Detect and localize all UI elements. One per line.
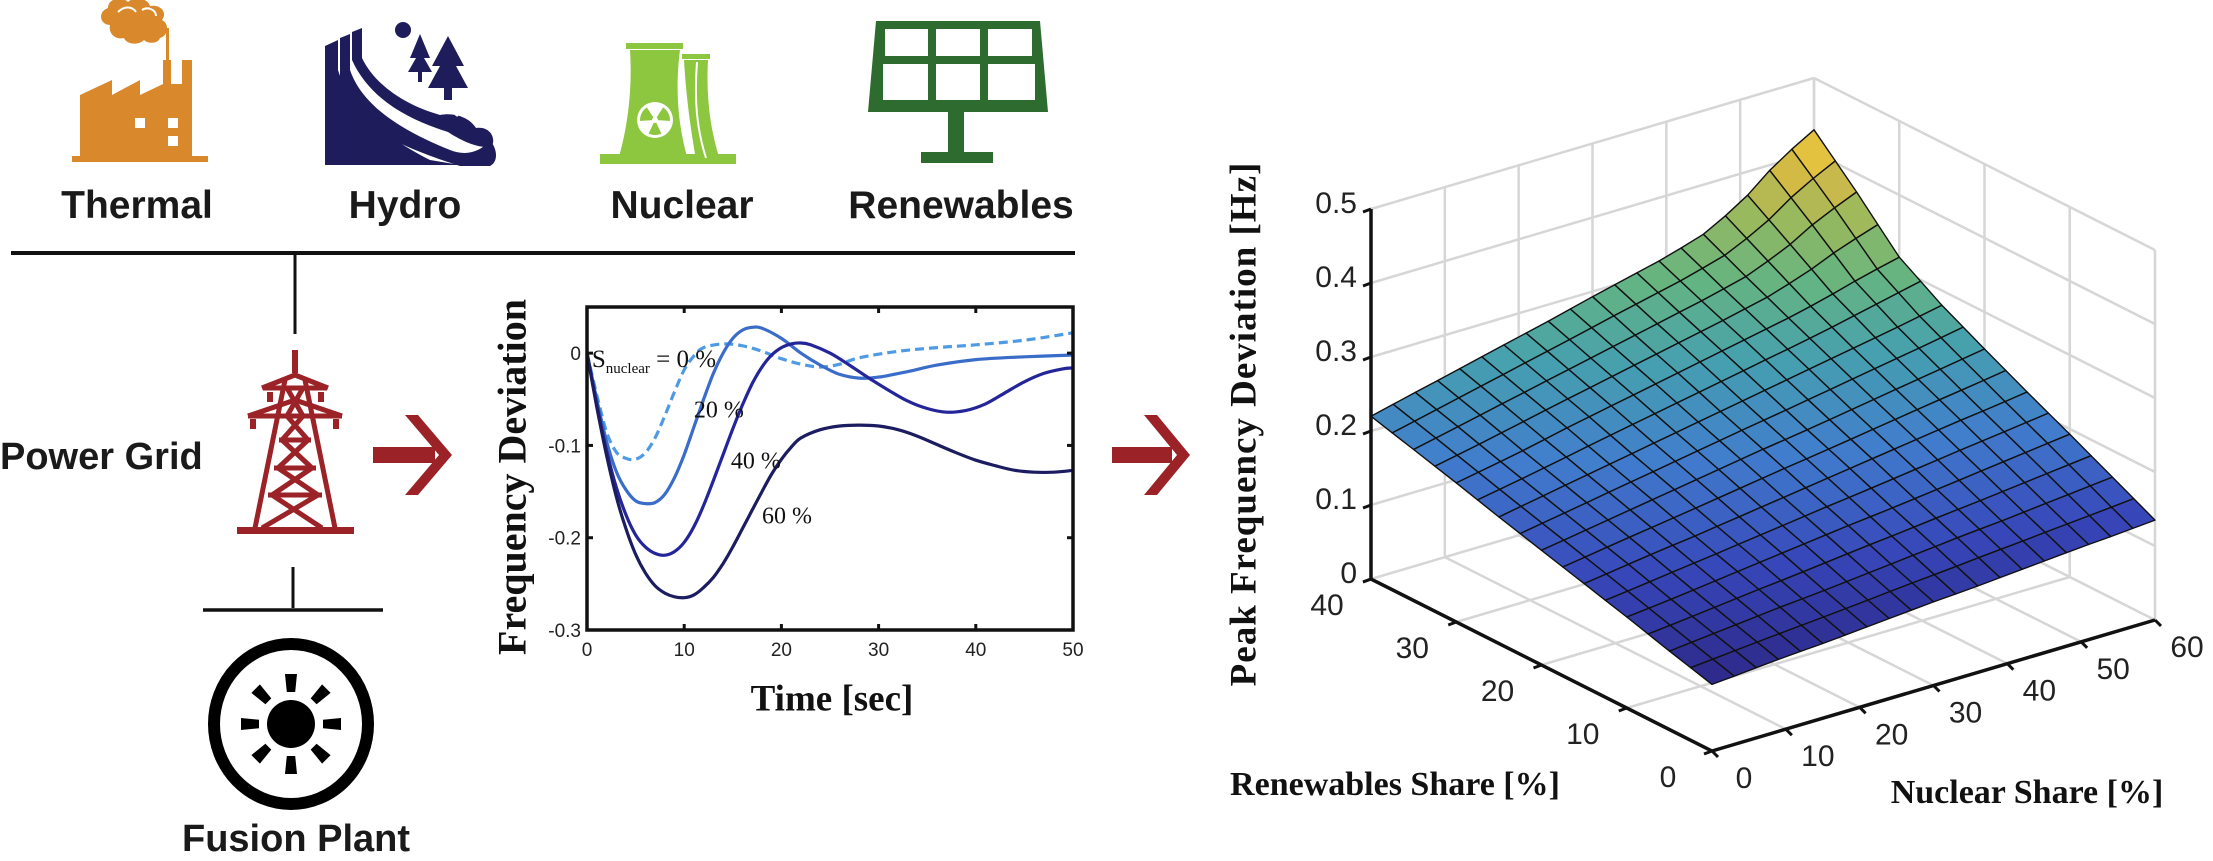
y-tick [1362, 577, 1372, 584]
wall-grid-line [1813, 76, 2156, 252]
x-tick-label: 10 [1801, 740, 1834, 773]
z-tick-label: 0.5 [1315, 187, 1357, 220]
x-tick-label: 30 [868, 640, 889, 661]
fusion-ray [251, 684, 272, 705]
fusion-sun-icon [208, 638, 374, 810]
series-line-2 [585, 341, 1074, 557]
series-line-0 [585, 331, 1074, 462]
power-grid-label: Power Grid [0, 436, 203, 478]
y-tick-label: 40 [1310, 589, 1343, 622]
y-tick [1532, 663, 1543, 670]
series-annotation: 60 % [762, 504, 812, 530]
y-tick-label: -0.3 [548, 621, 581, 642]
x-tick-label: 20 [771, 640, 792, 661]
surface-xlabel: Nuclear Share [%] [1890, 774, 2164, 811]
x-tick [2080, 640, 2089, 649]
x-tick-label: 40 [965, 640, 986, 661]
floor-grid-line [1626, 575, 2071, 710]
z-tick [1362, 207, 1372, 214]
series-annotation: Snuclear = 0 % [592, 346, 716, 377]
x-tick-label: 50 [1062, 640, 1083, 661]
y-tick [1447, 620, 1457, 627]
x-tick [2006, 662, 2015, 671]
fusion-ray [310, 684, 331, 705]
frequency-deviation-chart: 0 10 20 30 40 50 0 -0.1 -0.2 -0.3 Snuclear = 0 % 20… [548, 305, 1084, 661]
line-chart-ylabel: Frequency Deviation [489, 299, 535, 655]
source-label-thermal: Thermal [61, 184, 213, 227]
source-label-hydro: Hydro [348, 184, 462, 227]
x-tick-label: 0 [582, 640, 593, 661]
y-tick-label: -0.2 [548, 529, 581, 550]
solar-panel-icon [868, 21, 1048, 163]
fusion-ray [285, 756, 297, 774]
y-tick-label: 30 [1396, 632, 1429, 665]
fusion-plant-label: Fusion Plant [182, 818, 410, 860]
y-tick-label: 20 [1481, 675, 1514, 708]
z-tick-label: 0.3 [1315, 335, 1357, 368]
y-tick-label: 0 [570, 344, 581, 365]
x-tick-label: 60 [2170, 631, 2203, 664]
x-tick-label: 0 [1736, 762, 1753, 795]
factory-icon [72, 0, 208, 162]
x-tick-label: 20 [1875, 718, 1908, 751]
z-tick-label: 0 [1340, 557, 1357, 590]
surface-ylabel: Renewables Share [%] [1230, 766, 1560, 803]
z-tick [1362, 503, 1372, 510]
x-tick-label: 40 [2023, 675, 2056, 708]
z-tick [1362, 429, 1372, 436]
wall-grid-line [1370, 150, 1815, 285]
line-chart-xlabel: Time [sec] [750, 678, 914, 720]
nuclear-plant-icon [600, 43, 736, 164]
y-tick-label: 0 [1660, 761, 1677, 794]
z-tick-label: 0.4 [1315, 261, 1357, 294]
x-tick-label: 30 [1949, 697, 1982, 730]
surface-zlabel: Peak Frequency Deviation [Hz] [1223, 161, 1265, 687]
y-tick-label: 10 [1566, 718, 1599, 751]
x-tick-label: 50 [2096, 653, 2129, 686]
x-tick [1710, 749, 1720, 759]
fusion-ray [251, 743, 272, 764]
y-tick [1703, 749, 1713, 756]
plot-frame [585, 305, 1075, 632]
arrow-right-icon [1112, 415, 1190, 495]
z-tick [1362, 355, 1372, 362]
x-tick-label: 10 [674, 640, 695, 661]
source-label-renewables: Renewables [848, 184, 1074, 227]
wall-grid-line [1813, 150, 2156, 326]
fusion-ray [285, 674, 297, 692]
fusion-ray [241, 718, 259, 730]
y-tick [1618, 706, 1628, 713]
series-annotation: 20 % [694, 398, 744, 424]
series-annotation: 40 % [731, 448, 781, 474]
source-label-nuclear: Nuclear [610, 184, 754, 227]
hydro-dam-icon [325, 22, 497, 166]
z-tick-label: 0.1 [1315, 483, 1357, 516]
arrow-right-icon [373, 415, 452, 495]
wall-grid-line [1370, 76, 1815, 211]
series-line-1 [585, 325, 1074, 506]
series-line-3 [585, 352, 1074, 600]
x-tick [1784, 728, 1793, 737]
x-tick [1858, 706, 1867, 715]
surface-cell [1690, 658, 1735, 686]
fusion-ray [323, 718, 341, 730]
fusion-ray [310, 743, 331, 764]
z-tick [1362, 281, 1372, 288]
x-tick [1932, 684, 1941, 693]
transmission-tower-icon [237, 350, 354, 534]
x-tick [2153, 618, 2163, 628]
y-tick-label: -0.1 [548, 436, 581, 457]
z-tick-label: 0.2 [1315, 409, 1357, 442]
